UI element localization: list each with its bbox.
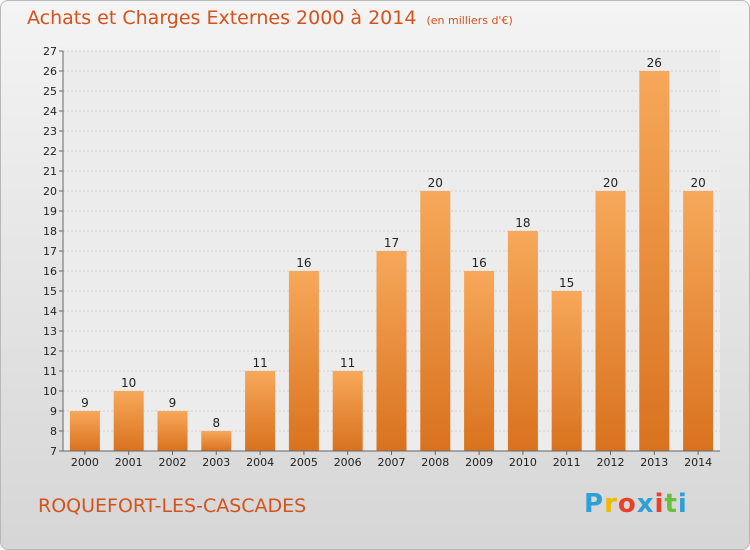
- bar: [595, 191, 626, 451]
- bar: [683, 191, 714, 451]
- y-tick-label: 7: [50, 445, 57, 458]
- y-tick-label: 18: [43, 225, 57, 238]
- x-tick-label: 2012: [597, 456, 625, 469]
- data-label: 10: [121, 376, 136, 390]
- y-tick-label: 23: [43, 125, 57, 138]
- y-tick-label: 25: [43, 85, 57, 98]
- chart-unit: (en milliers d'€): [426, 14, 513, 27]
- bar: [420, 191, 451, 451]
- x-tick-label: 2005: [290, 456, 318, 469]
- data-label: 11: [340, 356, 355, 370]
- x-tick-label: 2010: [509, 456, 537, 469]
- bar: [639, 71, 670, 451]
- commune-name: ROQUEFORT-LES-CASCADES: [38, 495, 307, 517]
- bar: [507, 231, 538, 451]
- y-tick-label: 20: [43, 185, 57, 198]
- x-tick-label: 2003: [202, 456, 230, 469]
- x-tick-label: 2000: [71, 456, 99, 469]
- bar: [464, 271, 495, 451]
- y-tick-label: 24: [43, 105, 57, 118]
- y-tick-label: 14: [43, 305, 57, 318]
- y-tick-label: 16: [43, 265, 57, 278]
- x-tick-label: 2002: [159, 456, 187, 469]
- bar: [245, 371, 276, 451]
- data-label: 20: [428, 176, 443, 190]
- y-axis-ticks: 7 8 9 10 11 12 13 14 15 16 17 18 19 20 21 22 23 24 25 26 27: [43, 45, 63, 458]
- x-tick-label: 2009: [465, 456, 493, 469]
- y-tick-label: 27: [43, 45, 57, 58]
- chart-title: Achats et Charges Externes 2000 à 2014 (e…: [27, 7, 513, 29]
- y-tick-label: 11: [43, 365, 57, 378]
- data-label: 9: [81, 396, 89, 410]
- y-tick-label: 17: [43, 245, 57, 258]
- x-axis-ticks: 2000 2001 2002 2003 2004 2005 2006 2007 2008 2009…: [71, 451, 712, 469]
- data-label: 9: [169, 396, 177, 410]
- bar: [376, 251, 407, 451]
- data-labels: 9 10 9 8 11 16 11 17 20 16 18 15 20 26 20: [81, 56, 706, 430]
- bar: [69, 411, 100, 451]
- x-tick-label: 2013: [640, 456, 668, 469]
- x-tick-label: 2004: [246, 456, 274, 469]
- data-label: 17: [384, 236, 399, 250]
- data-label: 20: [690, 176, 705, 190]
- y-tick-label: 10: [43, 385, 57, 398]
- y-tick-label: 26: [43, 65, 57, 78]
- data-label: 16: [471, 256, 486, 270]
- y-tick-label: 13: [43, 325, 57, 338]
- y-tick-label: 15: [43, 285, 57, 298]
- y-tick-label: 22: [43, 145, 57, 158]
- bar: [288, 271, 319, 451]
- bars-group: [69, 71, 714, 451]
- x-tick-label: 2001: [115, 456, 143, 469]
- y-tick-label: 12: [43, 345, 57, 358]
- x-tick-label: 2011: [553, 456, 581, 469]
- bar: [551, 291, 582, 451]
- data-label: 15: [559, 276, 574, 290]
- y-tick-label: 19: [43, 205, 57, 218]
- bar: [201, 431, 232, 451]
- x-tick-label: 2007: [378, 456, 406, 469]
- x-tick-label: 2006: [334, 456, 362, 469]
- data-label: 11: [252, 356, 267, 370]
- bar: [332, 371, 363, 451]
- x-tick-label: 2014: [684, 456, 712, 469]
- data-label: 8: [212, 416, 220, 430]
- y-tick-label: 9: [50, 405, 57, 418]
- x-tick-label: 2008: [421, 456, 449, 469]
- data-label: 18: [515, 216, 530, 230]
- data-label: 26: [647, 56, 662, 70]
- data-label: 16: [296, 256, 311, 270]
- brand-logo: Proxiti: [584, 489, 688, 519]
- y-tick-label: 8: [50, 425, 57, 438]
- bar: [157, 411, 188, 451]
- y-tick-label: 21: [43, 165, 57, 178]
- bar: [113, 391, 144, 451]
- chart-title-text: Achats et Charges Externes 2000 à 2014: [27, 7, 417, 29]
- data-label: 20: [603, 176, 618, 190]
